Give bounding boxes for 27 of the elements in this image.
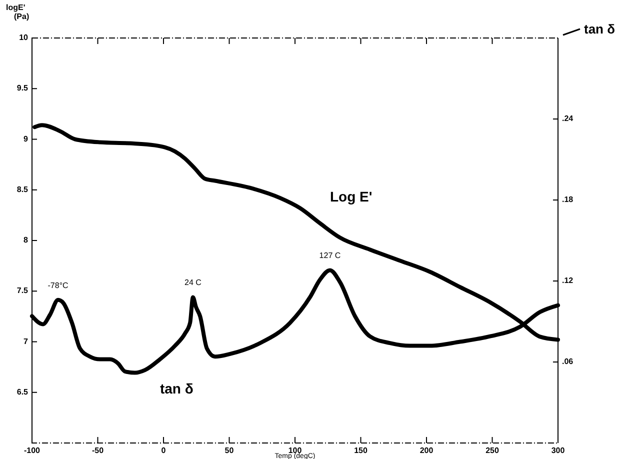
y-tick-label: 9.5 — [16, 84, 29, 93]
x-tick-label: 150 — [354, 446, 368, 456]
y-tick-label: 8.5 — [16, 184, 29, 194]
x-tick-label: 200 — [420, 446, 434, 456]
x-tick-label: 250 — [486, 446, 500, 456]
y2-tick-label: .24 — [562, 114, 574, 124]
y2-tick-label: .06 — [562, 357, 574, 366]
y2-tick-label: .18 — [562, 195, 574, 204]
series-label: Log E' — [330, 188, 372, 204]
y2-tick-label: .12 — [562, 276, 574, 286]
annotation: 127 C — [319, 251, 341, 260]
y-tick-label: 10 — [19, 33, 29, 42]
y-tick-label: 8 — [24, 236, 29, 245]
y-tick-label: 7 — [24, 336, 29, 346]
x-tick-label: 300 — [551, 446, 566, 456]
x-tick-label: 0 — [161, 446, 166, 456]
y-axis-title: logE' (Pa) — [6, 3, 30, 21]
y-tick-label: 9 — [24, 134, 29, 144]
y-tick-label: 7.5 — [16, 286, 29, 296]
x-tick-label: -50 — [92, 446, 104, 456]
annotation: -78°C — [48, 280, 69, 290]
x-tick-label: -100 — [24, 446, 41, 456]
series-label: tan δ — [160, 380, 194, 396]
x-tick-label: 50 — [224, 446, 234, 456]
y-tick-label: 6.5 — [16, 387, 29, 396]
annotation: 24 C — [184, 278, 202, 288]
y2-axis-title: tan δ — [584, 21, 616, 36]
